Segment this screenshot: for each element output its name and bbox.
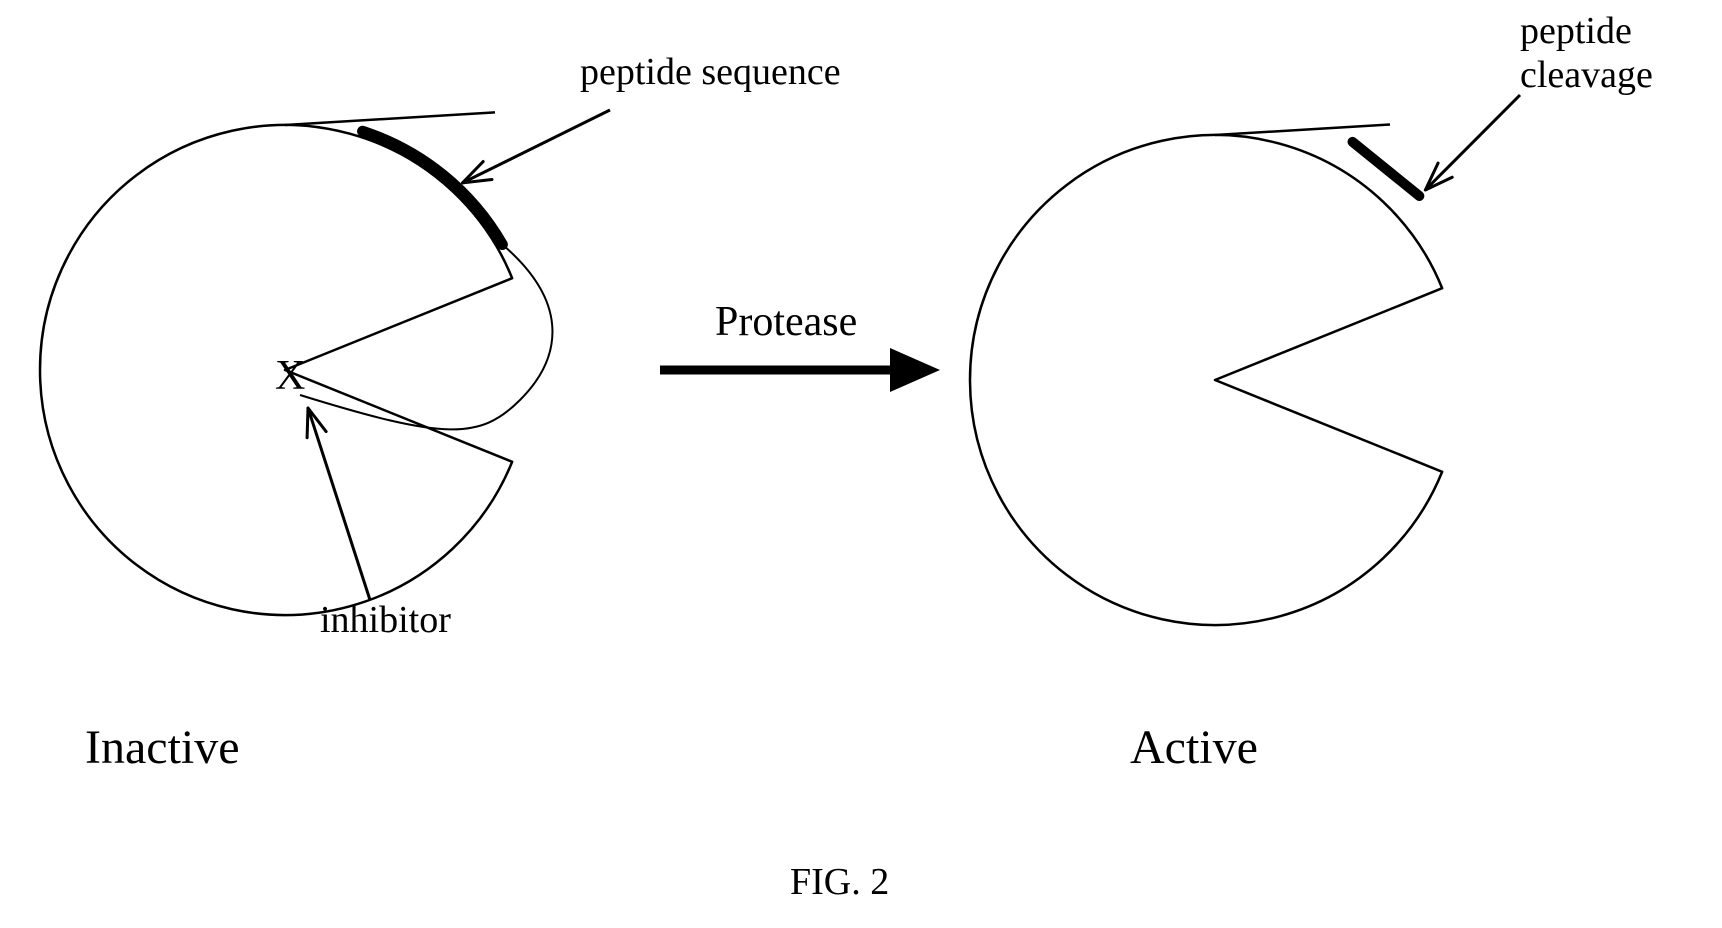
inhibitor-tail [300,245,552,430]
peptide-annotation-arrow [462,110,610,183]
cleavage-annotation-arrow [1425,95,1520,190]
peptide-cleavage-stub [1353,142,1420,196]
figure-svg [0,0,1722,928]
pac-top-tangent [285,112,495,125]
peptide-sequence-segment [363,131,503,244]
inactive-state-label: Inactive [85,720,240,775]
pac-top-tangent [1215,125,1390,136]
figure-stage: peptide sequence X inhibitor Inactive Pr… [0,0,1722,928]
active-state-label: Active [1130,720,1258,775]
inhibitor-x-label: X [275,352,305,400]
inhibitor-annotation-arrow [308,408,370,600]
pac-body [970,135,1442,625]
inhibitor-label: inhibitor [320,598,451,642]
peptide-sequence-label: peptide sequence [580,50,841,94]
figure-caption: FIG. 2 [790,860,889,904]
arrowhead [462,162,492,183]
arrowhead-filled [890,348,940,392]
protease-label: Protease [715,298,857,346]
peptide-cleavage-label: peptide cleavage [1520,10,1653,97]
